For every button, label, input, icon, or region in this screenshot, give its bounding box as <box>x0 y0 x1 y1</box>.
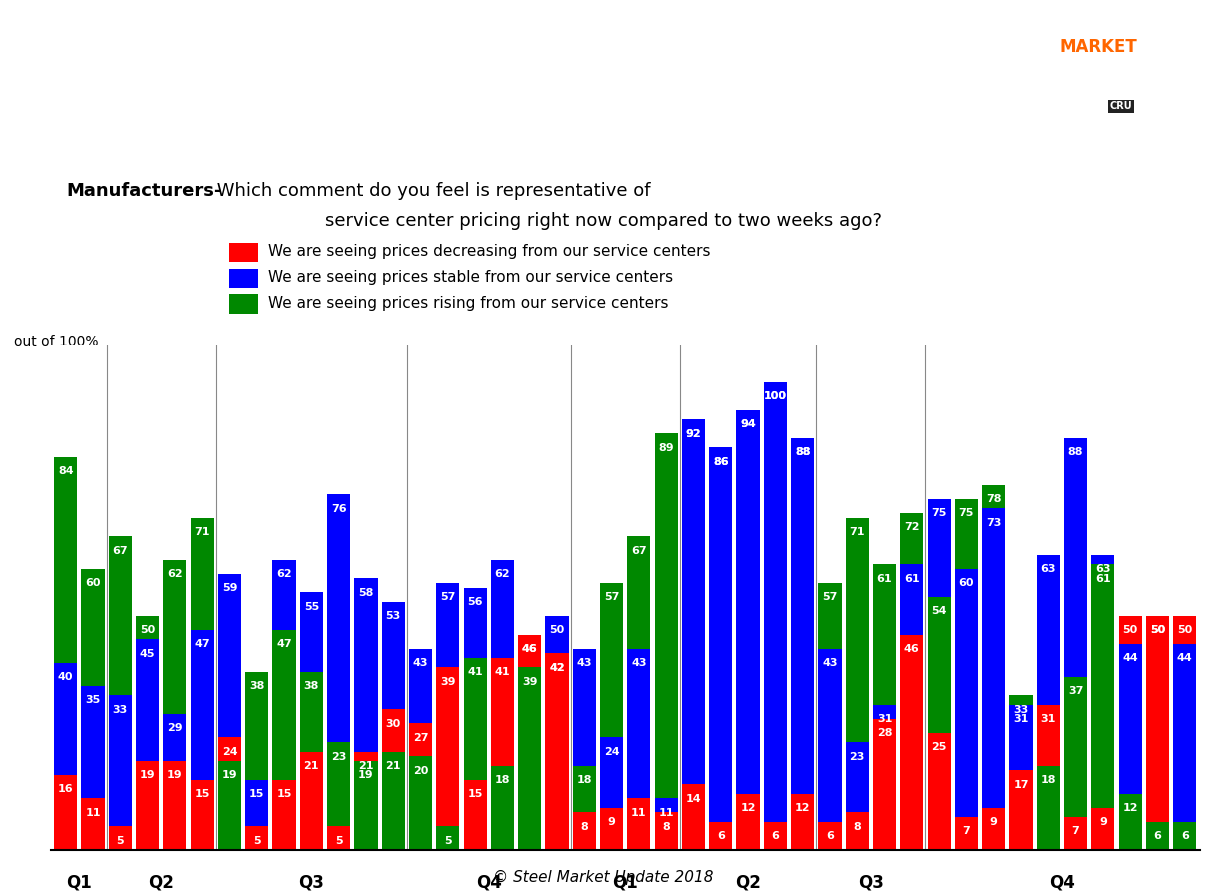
Text: Service Center Selling Prices History: Service Center Selling Prices History <box>101 97 792 131</box>
Bar <box>229 268 258 288</box>
Text: Manufacturers-: Manufacturers- <box>66 182 222 200</box>
Text: We are seeing prices stable from our service centers: We are seeing prices stable from our ser… <box>268 270 674 285</box>
Text: MARKET: MARKET <box>1060 38 1137 56</box>
Text: We are seeing prices rising from our service centers: We are seeing prices rising from our ser… <box>268 296 669 311</box>
Text: Manufacturer’s View of: Manufacturer’s View of <box>227 26 666 59</box>
Text: © Steel Market Update 2018: © Steel Market Update 2018 <box>494 870 713 885</box>
Text: CRU: CRU <box>1110 101 1132 112</box>
Text: Which comment do you feel is representative of: Which comment do you feel is representat… <box>211 182 651 200</box>
Text: service center pricing right now compared to two weeks ago?: service center pricing right now compare… <box>325 212 882 230</box>
Text: UPDATE: UPDATE <box>1144 38 1207 56</box>
Text: Group: Group <box>1149 101 1180 112</box>
Bar <box>229 243 258 262</box>
Bar <box>229 294 258 314</box>
Text: out of 100%: out of 100% <box>14 335 99 349</box>
Text: We are seeing prices decreasing from our service centers: We are seeing prices decreasing from our… <box>268 244 711 259</box>
Text: STEEL: STEEL <box>996 38 1053 56</box>
Text: part of the: part of the <box>1020 101 1075 112</box>
